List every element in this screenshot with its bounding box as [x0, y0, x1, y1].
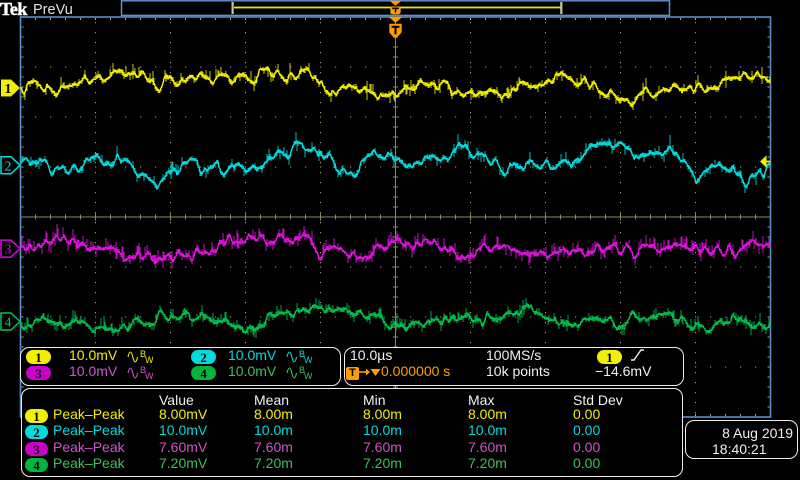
svg-text:W: W: [145, 371, 153, 380]
svg-text:W: W: [304, 355, 312, 364]
svg-text:W: W: [145, 355, 153, 364]
svg-text:B: B: [299, 349, 305, 359]
svg-text:2: 2: [5, 159, 12, 174]
svg-text:B: B: [299, 365, 305, 375]
svg-text:1: 1: [5, 82, 12, 97]
svg-text:4: 4: [5, 316, 12, 331]
svg-text:B: B: [140, 349, 146, 359]
svg-text:B: B: [140, 365, 146, 375]
svg-text:W: W: [304, 371, 312, 380]
svg-text:3: 3: [5, 243, 12, 258]
